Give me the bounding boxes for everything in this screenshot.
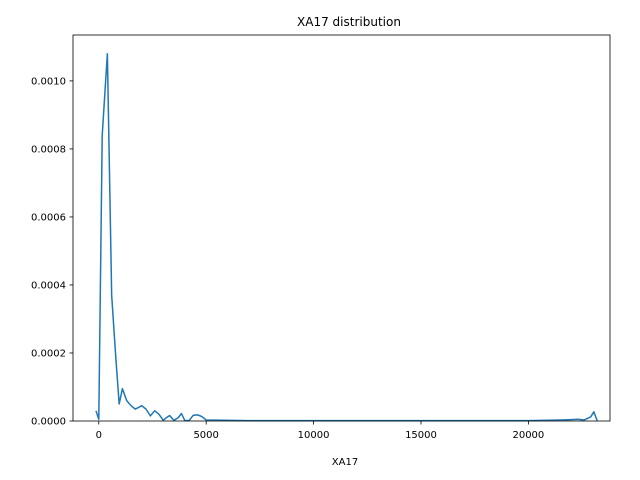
- y-tick-label: 0.0004: [31, 280, 66, 291]
- x-tick-label: 15000: [405, 430, 437, 441]
- x-tick-label: 0: [96, 430, 102, 441]
- y-tick-label: 0.0010: [31, 76, 66, 87]
- x-axis-title: XA17: [332, 457, 358, 468]
- x-tick-label: 10000: [298, 430, 330, 441]
- plot-area: [72, 34, 611, 422]
- x-tick-label: 5000: [193, 430, 218, 441]
- series-line-0: [95, 52, 598, 422]
- y-tick-label: 0.0000: [31, 417, 66, 428]
- plot-frame: [72, 34, 611, 422]
- y-axis-ticks: 0.0000 0.0002 0.0004 0.0006 0.0008 0.0010: [31, 76, 73, 428]
- x-axis-ticks: 0 5000 10000 15000 20000: [96, 421, 544, 441]
- y-tick-label: 0.0002: [31, 348, 66, 359]
- y-tick-label: 0.0008: [31, 144, 66, 155]
- y-tick-label: 0.0006: [31, 212, 66, 223]
- x-tick-label: 20000: [512, 430, 544, 441]
- chart-title: XA17 distribution: [297, 15, 401, 29]
